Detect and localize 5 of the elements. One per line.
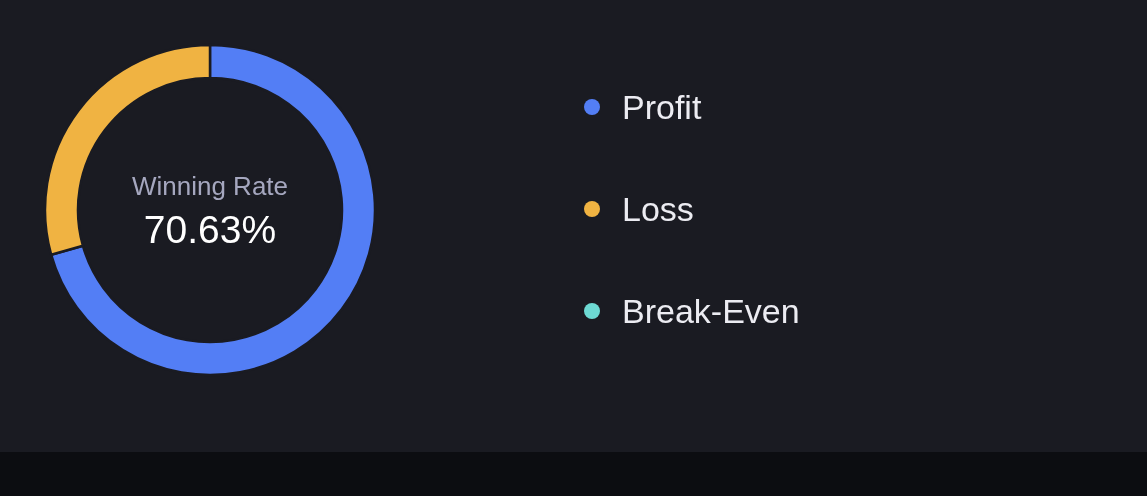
legend-label: Break-Even [622, 292, 800, 330]
legend-label: Profit [622, 88, 702, 126]
legend-label: Loss [622, 190, 694, 228]
text: Winning Rate [131, 171, 289, 201]
text: 70.63% [143, 208, 277, 251]
